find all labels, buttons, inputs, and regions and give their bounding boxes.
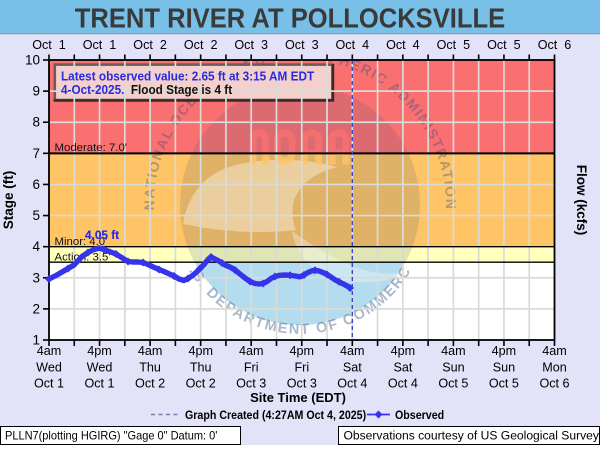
svg-text:4am: 4am xyxy=(239,344,264,358)
svg-text:Oct 3: Oct 3 xyxy=(287,377,317,391)
svg-text:Thu: Thu xyxy=(139,361,161,375)
svg-text:8: 8 xyxy=(32,115,40,130)
svg-text:PLLN7(plotting HGIRG) "Gage 0": PLLN7(plotting HGIRG) "Gage 0" Datum: 0' xyxy=(5,430,217,442)
svg-text:Oct 2: Oct 2 xyxy=(184,38,218,52)
svg-text:Oct 4: Oct 4 xyxy=(337,377,367,391)
svg-text:4: 4 xyxy=(32,239,40,254)
svg-text:Oct 4: Oct 4 xyxy=(388,377,418,391)
svg-text:Oct 5: Oct 5 xyxy=(437,38,471,52)
svg-text:Oct 3: Oct 3 xyxy=(236,377,266,391)
svg-text:4pm: 4pm xyxy=(290,344,315,358)
svg-text:4am: 4am xyxy=(37,344,62,358)
svg-text:TRENT RIVER AT POLLOCKSVILLE: TRENT RIVER AT POLLOCKSVILLE xyxy=(75,3,505,34)
svg-text:4.05 ft: 4.05 ft xyxy=(85,228,119,242)
svg-text:4pm: 4pm xyxy=(391,344,416,358)
svg-text:Fri: Fri xyxy=(244,361,259,375)
svg-text:Oct 1: Oct 1 xyxy=(34,377,64,391)
svg-text:Oct 4: Oct 4 xyxy=(336,38,370,52)
svg-text:Flow (kcfs): Flow (kcfs) xyxy=(574,165,589,236)
svg-text:7: 7 xyxy=(32,146,40,161)
svg-text:Wed: Wed xyxy=(36,361,62,375)
svg-text:Observations courtesy of US Ge: Observations courtesy of US Geological S… xyxy=(344,429,600,443)
svg-text:4pm: 4pm xyxy=(492,344,517,358)
svg-text:Sat: Sat xyxy=(393,361,412,375)
svg-text:Oct 5: Oct 5 xyxy=(438,377,468,391)
svg-text:6: 6 xyxy=(32,177,40,192)
svg-text:Oct 2: Oct 2 xyxy=(186,377,216,391)
svg-text:Thu: Thu xyxy=(190,361,212,375)
svg-text:Fri: Fri xyxy=(294,361,309,375)
svg-text:4am: 4am xyxy=(441,344,466,358)
svg-text:Graph Created (4:27AM Oct 4, 2: Graph Created (4:27AM Oct 4, 2025) xyxy=(185,410,366,422)
svg-text:3: 3 xyxy=(32,270,40,285)
svg-text:Mon: Mon xyxy=(542,361,567,375)
svg-text:9: 9 xyxy=(32,84,40,99)
svg-text:Oct 1: Oct 1 xyxy=(83,38,117,52)
svg-text:4am: 4am xyxy=(138,344,163,358)
svg-text:Oct 1: Oct 1 xyxy=(84,377,114,391)
svg-text:Oct 4: Oct 4 xyxy=(386,38,420,52)
svg-text:4pm: 4pm xyxy=(188,344,213,358)
svg-text:Oct 2: Oct 2 xyxy=(135,377,165,391)
svg-text:4.05 ft: 4.05 ft xyxy=(85,228,119,242)
svg-text:5: 5 xyxy=(32,208,40,223)
svg-text:Moderate: 7.0': Moderate: 7.0' xyxy=(55,142,127,154)
svg-text:10: 10 xyxy=(25,53,40,68)
svg-text:Oct 2: Oct 2 xyxy=(133,38,167,52)
svg-text:Oct 5: Oct 5 xyxy=(487,38,521,52)
svg-text:Minor: 4.0': Minor: 4.0' xyxy=(55,236,108,248)
svg-text:2: 2 xyxy=(32,301,40,316)
svg-text:4pm: 4pm xyxy=(87,344,112,358)
svg-text:Sat: Sat xyxy=(343,361,362,375)
svg-text:Oct 3: Oct 3 xyxy=(285,38,319,52)
svg-text:Oct 6: Oct 6 xyxy=(539,377,569,391)
svg-text:Sun: Sun xyxy=(442,361,464,375)
svg-text:Oct 1: Oct 1 xyxy=(32,38,66,52)
svg-text:Latest observed value: 2.65 ft: Latest observed value: 2.65 ft at 3:15 A… xyxy=(61,69,315,84)
svg-text:1: 1 xyxy=(32,333,40,348)
svg-text:Sun: Sun xyxy=(493,361,515,375)
svg-text:Site Time (EDT): Site Time (EDT) xyxy=(250,390,346,405)
svg-text:Oct 5: Oct 5 xyxy=(489,377,519,391)
svg-text:Stage (ft): Stage (ft) xyxy=(1,171,16,230)
svg-text:Wed: Wed xyxy=(87,361,113,375)
svg-text:Oct 6: Oct 6 xyxy=(538,38,572,52)
svg-text:4am: 4am xyxy=(340,344,365,358)
svg-text:Observed: Observed xyxy=(395,410,444,422)
svg-text:4-Oct-2025.Flood Stage is 4 ft: 4-Oct-2025. Flood Stage is 4 ft xyxy=(61,83,232,98)
svg-text:4am: 4am xyxy=(542,344,567,358)
svg-text:Oct 3: Oct 3 xyxy=(234,38,268,52)
